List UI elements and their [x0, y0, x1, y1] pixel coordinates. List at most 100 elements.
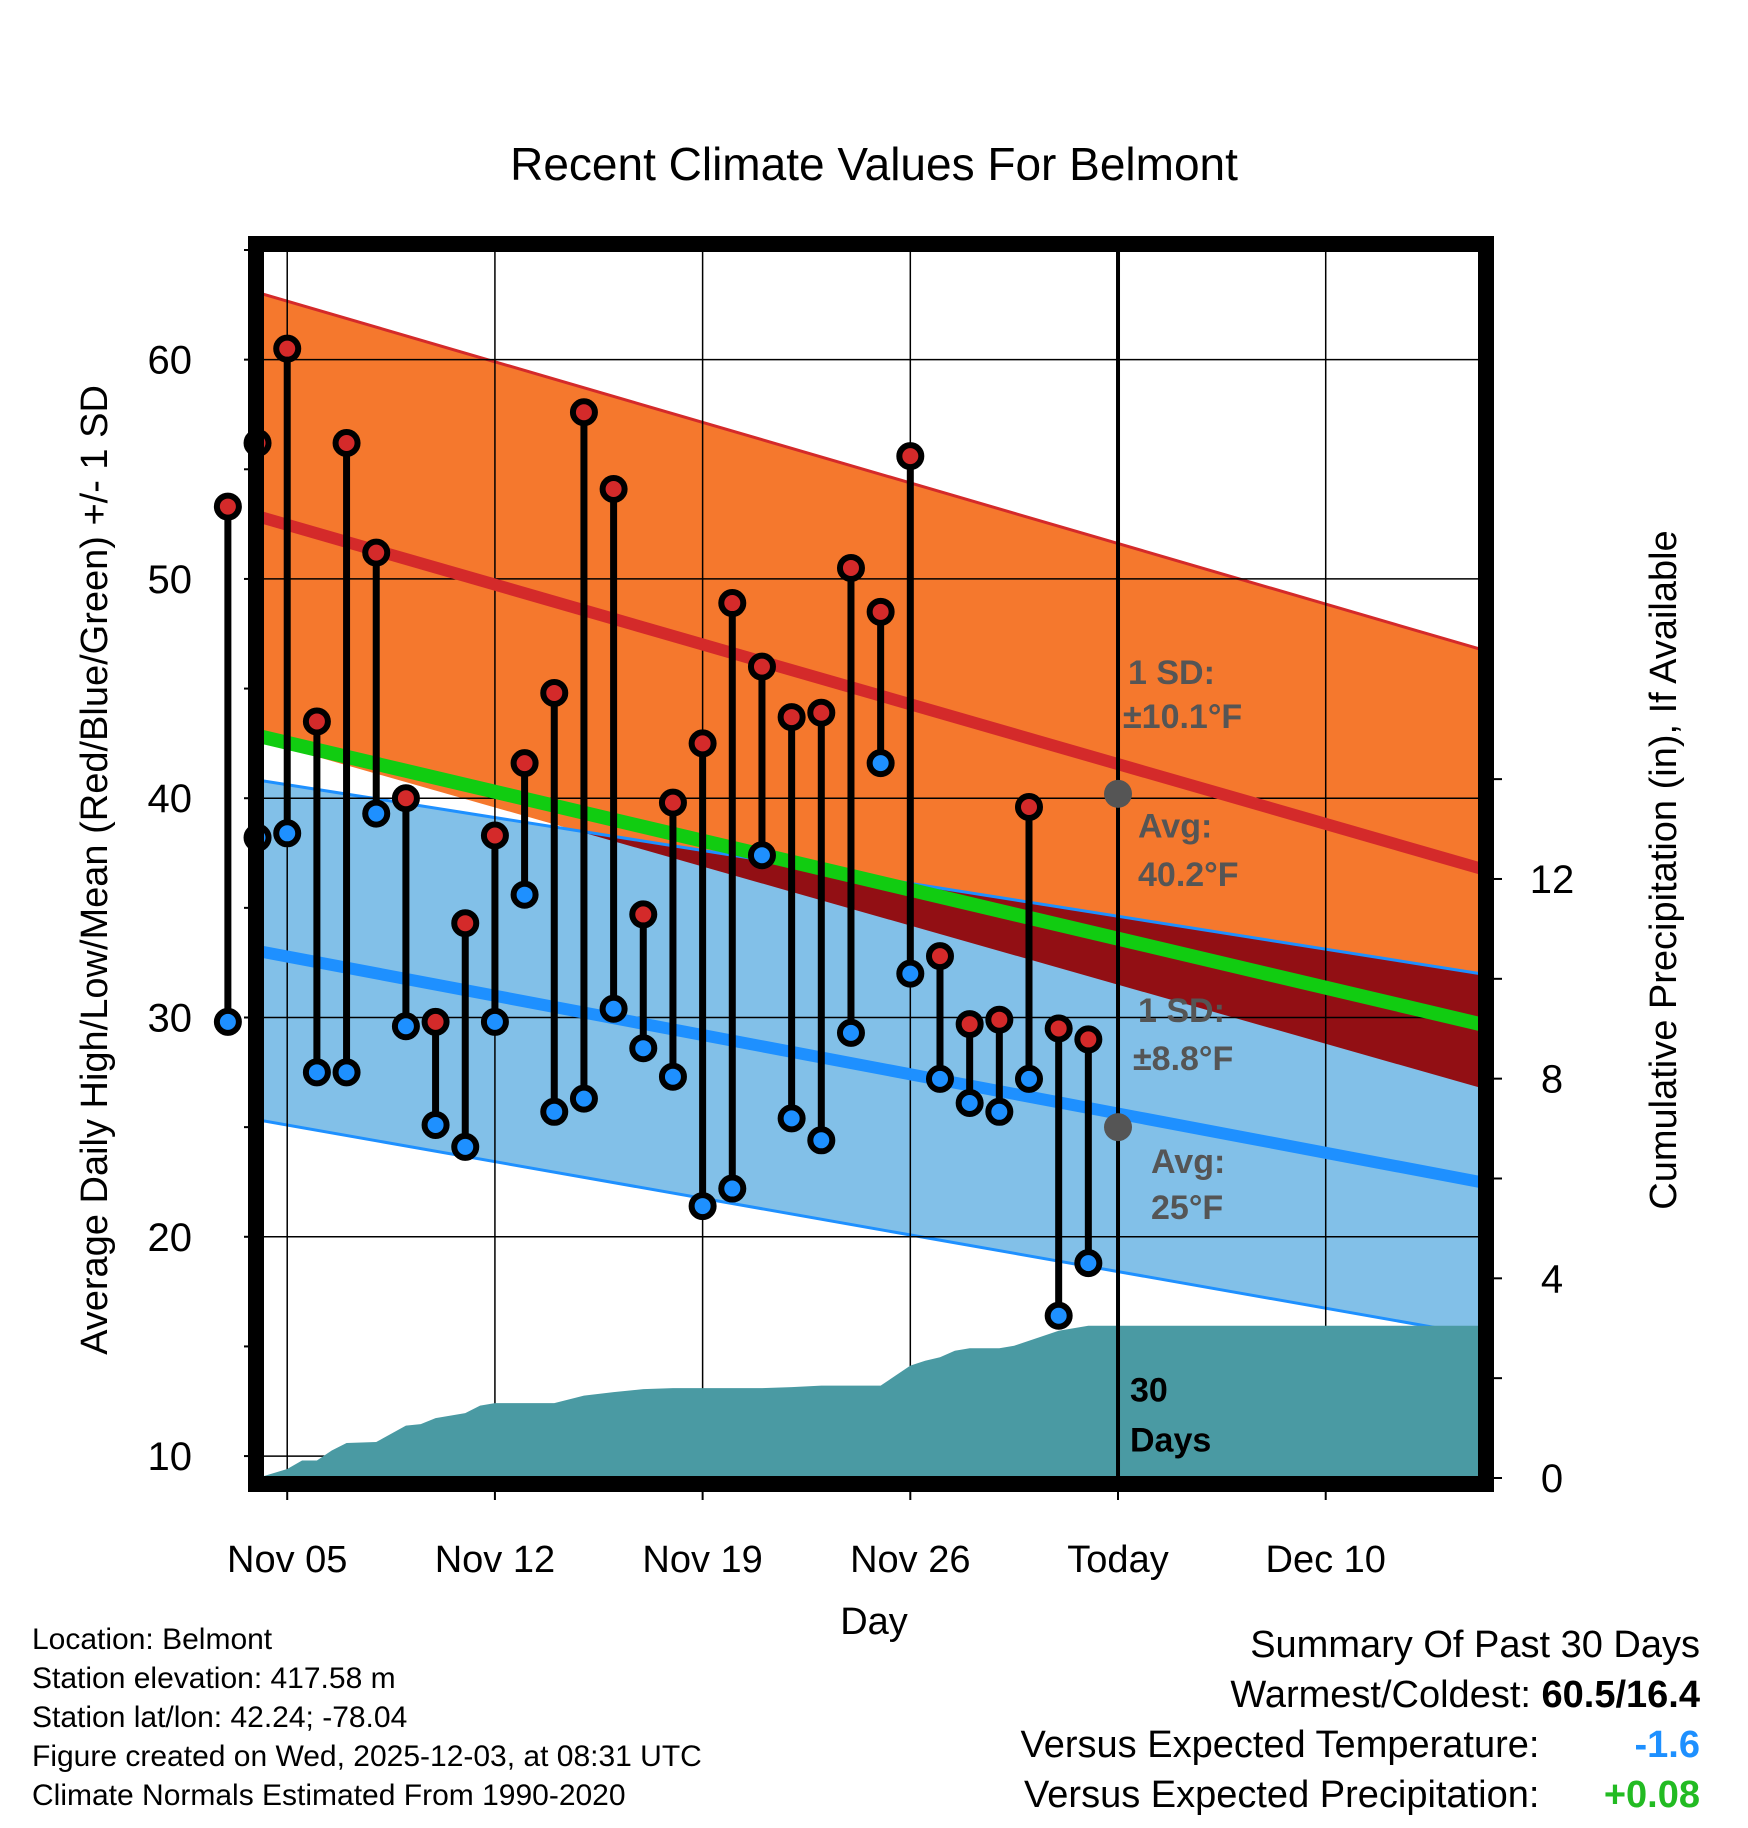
latlon-text: Station lat/lon: 42.24; -78.04 — [32, 1701, 408, 1734]
low-point — [451, 1132, 480, 1161]
high-point — [540, 678, 569, 707]
y-tick-label: 50 — [148, 558, 193, 602]
low-avg-value: 25°F — [1151, 1189, 1223, 1227]
y-right-tick-label: 8 — [1541, 1058, 1563, 1102]
low-point — [985, 1097, 1014, 1126]
temp-label: Versus Expected Temperature: — [1020, 1724, 1540, 1766]
high-point — [896, 442, 925, 471]
high-avg-label: Avg: — [1138, 808, 1212, 846]
high-point — [1014, 792, 1043, 821]
elevation-text: Station elevation: 417.58 m — [32, 1662, 396, 1695]
high-point — [1044, 1014, 1073, 1043]
y-tick-label: 30 — [148, 997, 193, 1041]
x-tick-label: Nov 12 — [435, 1539, 555, 1581]
high-point — [985, 1005, 1014, 1034]
high-point — [451, 909, 480, 938]
low-sd-band — [262, 780, 1480, 1336]
high-avg-value: 40.2°F — [1138, 856, 1239, 894]
x-tick-label: Nov 19 — [642, 1539, 762, 1581]
high-avg-line — [262, 511, 1480, 875]
high-point — [718, 589, 747, 618]
high-point — [421, 1007, 450, 1036]
high-today-marker — [1104, 779, 1133, 808]
low-point — [362, 799, 391, 828]
y-right-tick-label: 4 — [1541, 1257, 1563, 1301]
y-tick-label: 20 — [148, 1216, 193, 1260]
high-sd-label: 1 SD: — [1128, 654, 1215, 692]
low-point — [955, 1089, 984, 1118]
low-point — [896, 959, 925, 988]
high-point — [362, 538, 391, 567]
window-label-number: 30 — [1130, 1371, 1168, 1409]
annotations: 1 SD: ±10.1°F Avg: 40.2°F 1 SD: ±8.8°F Avg: 25°… — [1123, 654, 1242, 1459]
warm-cold-label: Warmest/Coldest: — [1230, 1674, 1531, 1716]
precip-area — [262, 1325, 1480, 1478]
high-point — [510, 749, 539, 778]
high-point — [302, 707, 331, 736]
y-tick-label: 40 — [148, 777, 193, 821]
low-point — [391, 1012, 420, 1041]
high-point — [391, 784, 420, 813]
precip-label: Versus Expected Precipitation: — [1024, 1774, 1540, 1816]
summary-panel: Summary Of Past 30 Days Warmest/Coldest:… — [1021, 1620, 1700, 1820]
low-point — [1044, 1301, 1073, 1330]
x-tick-label: Nov 26 — [850, 1539, 970, 1581]
summary-temp: Versus Expected Temperature: -1.6 — [1021, 1720, 1700, 1770]
low-point — [421, 1110, 450, 1139]
low-point — [629, 1034, 658, 1063]
low-point — [273, 819, 302, 848]
high-point — [273, 334, 302, 363]
y-tick-label: 10 — [148, 1435, 193, 1479]
summary-warm-cold: Warmest/Coldest: 60.5/16.4 — [1021, 1670, 1700, 1720]
low-point — [718, 1174, 747, 1203]
x-tick-label: Dec 10 — [1266, 1539, 1386, 1581]
y-axis-label: Average Daily High/Low/Mean (Red/Blue/Gr… — [74, 385, 116, 1355]
location-text: Location: Belmont — [32, 1623, 273, 1656]
high-point — [955, 1010, 984, 1039]
low-point — [866, 749, 895, 778]
low-point — [213, 1007, 242, 1036]
summary-precip: Versus Expected Precipitation: +0.08 — [1021, 1770, 1700, 1820]
low-avg-label: Avg: — [1151, 1143, 1225, 1181]
axes: 10 20 30 40 50 60 0 4 8 12 Nov 05 Nov 12 Nov 19 Nov 2… — [148, 249, 1575, 1581]
station-info: Location: Belmont Station elevation: 417… — [32, 1620, 702, 1815]
today-marker — [1104, 250, 1133, 1478]
high-point — [925, 942, 954, 971]
low-point — [777, 1104, 806, 1133]
low-point — [569, 1084, 598, 1113]
mean-avg-line — [262, 730, 1480, 1031]
high-sd-value: ±10.1°F — [1123, 698, 1242, 736]
low-point — [658, 1062, 687, 1091]
low-sd-value: ±8.8°F — [1133, 1040, 1233, 1078]
x-tick-label: Nov 05 — [227, 1539, 347, 1581]
low-point — [302, 1058, 331, 1087]
high-point — [213, 492, 242, 521]
low-point — [925, 1064, 954, 1093]
high-point — [866, 597, 895, 626]
high-point — [777, 703, 806, 732]
low-point — [540, 1097, 569, 1126]
high-point — [658, 788, 687, 817]
low-point — [747, 841, 776, 870]
y-right-tick-label: 12 — [1530, 858, 1575, 902]
high-point — [569, 398, 598, 427]
low-point — [688, 1192, 717, 1221]
high-point — [807, 698, 836, 727]
created-text: Figure created on Wed, 2025-12-03, at 08… — [32, 1740, 702, 1773]
plot-border — [248, 236, 1494, 1492]
precip-value: +0.08 — [1603, 1774, 1700, 1816]
overlap-band — [575, 830, 1480, 1088]
high-sd-upper-edge — [262, 292, 1480, 651]
y-right-tick-label: 0 — [1541, 1457, 1563, 1501]
high-point — [688, 729, 717, 758]
low-point — [599, 994, 628, 1023]
low-point — [332, 1058, 361, 1087]
high-point — [599, 475, 628, 504]
high-point — [836, 553, 865, 582]
low-point — [836, 1018, 865, 1047]
summary-title: Summary Of Past 30 Days — [1250, 1624, 1700, 1666]
high-point — [480, 821, 509, 850]
high-point — [747, 652, 776, 681]
temp-value: -1.6 — [1634, 1724, 1700, 1766]
y-axis-right-label: Cumulative Precipitation (in), If Availa… — [1643, 530, 1685, 1209]
